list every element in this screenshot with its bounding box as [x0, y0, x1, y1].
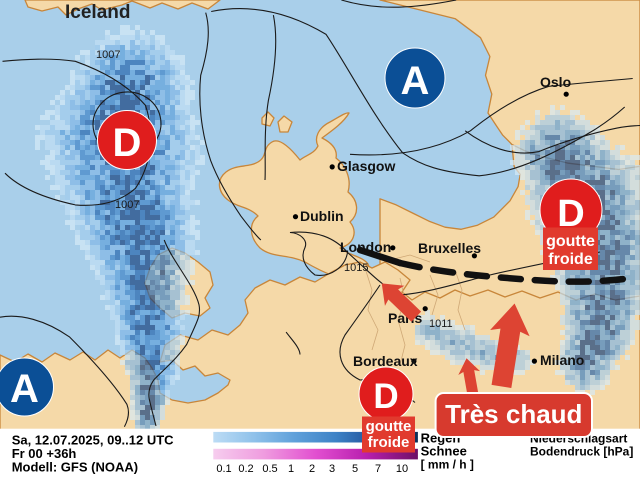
svg-text:1011: 1011 — [429, 318, 453, 330]
svg-text:1007: 1007 — [96, 49, 120, 61]
svg-text:[ mm / h ]: [ mm / h ] — [421, 458, 474, 472]
svg-text:A: A — [401, 59, 430, 103]
svg-text:D: D — [373, 377, 398, 416]
svg-text:Bruxelles: Bruxelles — [418, 240, 481, 256]
svg-text:7: 7 — [375, 463, 381, 475]
svg-text:Schnee: Schnee — [421, 444, 467, 459]
svg-text:Iceland: Iceland — [65, 2, 130, 23]
svg-text:10: 10 — [396, 463, 408, 475]
svg-text:Milano: Milano — [540, 352, 584, 368]
svg-text:A: A — [10, 367, 39, 411]
svg-text:froide: froide — [368, 434, 410, 451]
svg-text:0.1: 0.1 — [216, 463, 231, 475]
svg-text:1: 1 — [288, 463, 294, 475]
svg-text:2: 2 — [309, 463, 315, 475]
svg-text:1015: 1015 — [344, 262, 368, 274]
svg-text:Glasgow: Glasgow — [337, 158, 395, 174]
svg-text:0.5: 0.5 — [262, 463, 277, 475]
svg-text:5: 5 — [352, 463, 358, 475]
svg-text:D: D — [113, 121, 142, 165]
svg-text:0.2: 0.2 — [238, 463, 253, 475]
svg-text:froide: froide — [548, 251, 593, 268]
svg-text:Très chaud: Très chaud — [445, 399, 582, 429]
svg-text:Dublin: Dublin — [300, 208, 344, 224]
svg-text:Oslo: Oslo — [540, 74, 571, 90]
svg-text:3: 3 — [329, 463, 335, 475]
svg-text:1007: 1007 — [115, 199, 139, 211]
svg-text:Bodendruck [hPa]: Bodendruck [hPa] — [530, 445, 633, 459]
svg-text:goutte: goutte — [366, 418, 412, 435]
svg-text:goutte: goutte — [546, 233, 595, 250]
svg-text:London: London — [340, 239, 391, 255]
svg-text:Modell: GFS (NOAA): Modell: GFS (NOAA) — [12, 460, 138, 475]
